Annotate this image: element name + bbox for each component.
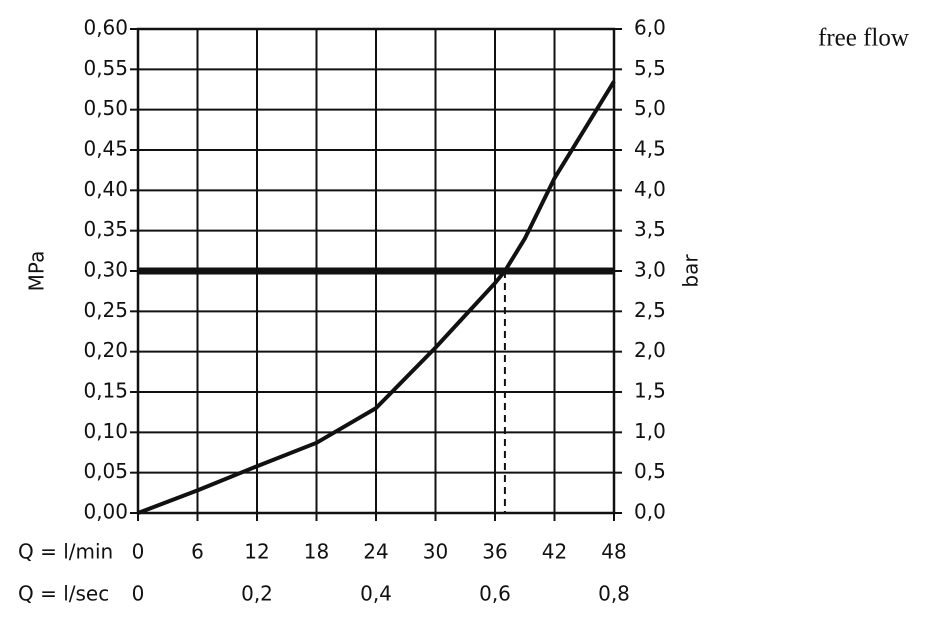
x2-tick-label: 0	[132, 582, 145, 606]
y2-tick-label: 0,0	[634, 500, 666, 524]
y-tick-label: 0,00	[83, 500, 128, 524]
y-tick-label: 0,50	[83, 96, 128, 120]
x-tick-label: 0	[132, 540, 145, 564]
x-tick-label: 12	[244, 540, 269, 564]
x-tick-label: 48	[601, 540, 626, 564]
y2-tick-label: 5,0	[634, 96, 666, 120]
y-tick-label: 0,55	[83, 56, 128, 80]
x-axis-label: Q = l/min	[18, 540, 113, 564]
y-axis-label: MPa	[25, 251, 49, 292]
x2-axis-label: Q = l/sec	[18, 582, 109, 606]
x-tick-label: 42	[542, 540, 567, 564]
x-tick-label: 30	[423, 540, 448, 564]
x-tick-label: 24	[363, 540, 388, 564]
x-tick-label: 36	[482, 540, 507, 564]
y2-tick-label: 6,0	[634, 16, 666, 40]
y2-tick-label: 4,5	[634, 137, 666, 161]
y2-axis-label: bar	[679, 254, 703, 288]
y2-tick-label: 4,0	[634, 177, 666, 201]
y-tick-label: 0,40	[83, 177, 128, 201]
y-tick-label: 0,35	[83, 217, 128, 241]
y2-tick-label: 5,5	[634, 56, 666, 80]
y-tick-label: 0,10	[83, 419, 128, 443]
y2-tick-label: 1,0	[634, 419, 666, 443]
y2-tick-label: 2,5	[634, 298, 666, 322]
y2-tick-label: 3,0	[634, 258, 666, 282]
y2-tick-label: 1,5	[634, 379, 666, 403]
y-tick-label: 0,15	[83, 379, 128, 403]
y-tick-label: 0,30	[83, 258, 128, 282]
y2-tick-label: 0,5	[634, 459, 666, 483]
y-tick-label: 0,45	[83, 137, 128, 161]
x2-tick-label: 0,6	[479, 582, 511, 606]
annotation: free flow	[818, 25, 909, 52]
curve	[137, 80, 616, 515]
y-tick-label: 0,20	[83, 338, 128, 362]
x-tick-label: 18	[304, 540, 329, 564]
x2-tick-label: 0,8	[598, 582, 630, 606]
y-tick-label: 0,25	[83, 298, 128, 322]
x-tick-label: 6	[191, 540, 204, 564]
x2-tick-label: 0,2	[241, 582, 273, 606]
y2-tick-label: 3,5	[634, 217, 666, 241]
y2-tick-label: 2,0	[634, 338, 666, 362]
y-tick-label: 0,05	[83, 459, 128, 483]
y-tick-label: 0,60	[83, 16, 128, 40]
x2-tick-label: 0,4	[360, 582, 392, 606]
